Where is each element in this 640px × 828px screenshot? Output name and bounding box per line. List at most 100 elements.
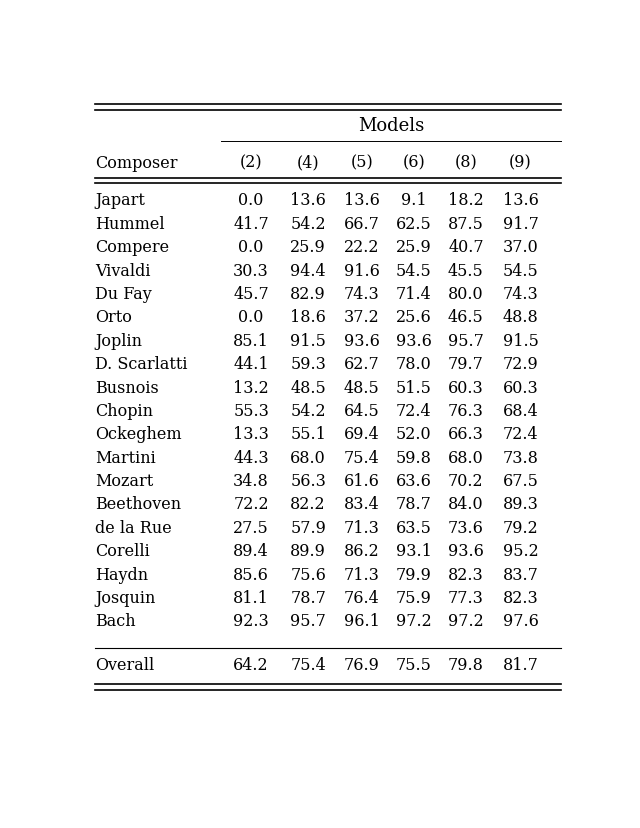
Text: D. Scarlatti: D. Scarlatti [95,356,188,373]
Text: 54.2: 54.2 [291,215,326,233]
Text: 76.4: 76.4 [344,590,380,606]
Text: (4): (4) [297,155,319,171]
Text: 89.3: 89.3 [502,496,538,513]
Text: 0.0: 0.0 [239,309,264,326]
Text: 30.3: 30.3 [233,262,269,279]
Text: Busnois: Busnois [95,379,159,396]
Text: 56.3: 56.3 [290,473,326,489]
Text: 67.5: 67.5 [502,473,538,489]
Text: 91.5: 91.5 [502,332,538,349]
Text: Joplin: Joplin [95,332,142,349]
Text: 48.5: 48.5 [344,379,380,396]
Text: 68.0: 68.0 [448,449,484,466]
Text: 87.5: 87.5 [448,215,484,233]
Text: 93.1: 93.1 [396,542,432,560]
Text: 93.6: 93.6 [448,542,484,560]
Text: Compere: Compere [95,239,169,256]
Text: 81.1: 81.1 [233,590,269,606]
Text: Models: Models [358,117,424,135]
Text: 72.4: 72.4 [502,426,538,443]
Text: Composer: Composer [95,155,177,171]
Text: 64.2: 64.2 [234,657,269,673]
Text: 52.0: 52.0 [396,426,431,443]
Text: 60.3: 60.3 [502,379,538,396]
Text: 83.7: 83.7 [502,566,538,583]
Text: 79.2: 79.2 [502,519,538,537]
Text: 89.9: 89.9 [290,542,326,560]
Text: 54.5: 54.5 [396,262,432,279]
Text: 0.0: 0.0 [239,192,264,209]
Text: 86.2: 86.2 [344,542,380,560]
Text: 71.3: 71.3 [344,519,380,537]
Text: 75.5: 75.5 [396,657,432,673]
Text: Japart: Japart [95,192,145,209]
Text: 72.2: 72.2 [234,496,269,513]
Text: 27.5: 27.5 [233,519,269,537]
Text: 75.4: 75.4 [344,449,380,466]
Text: 13.6: 13.6 [290,192,326,209]
Text: 73.6: 73.6 [448,519,484,537]
Text: 63.6: 63.6 [396,473,432,489]
Text: 71.3: 71.3 [344,566,380,583]
Text: 13.2: 13.2 [233,379,269,396]
Text: 46.5: 46.5 [448,309,484,326]
Text: 89.4: 89.4 [233,542,269,560]
Text: 84.0: 84.0 [448,496,484,513]
Text: 37.0: 37.0 [502,239,538,256]
Text: 82.9: 82.9 [291,286,326,303]
Text: 91.6: 91.6 [344,262,380,279]
Text: 48.8: 48.8 [502,309,538,326]
Text: 82.3: 82.3 [448,566,484,583]
Text: 81.7: 81.7 [502,657,538,673]
Text: 18.6: 18.6 [290,309,326,326]
Text: 97.6: 97.6 [502,613,538,629]
Text: 25.9: 25.9 [396,239,432,256]
Text: de la Rue: de la Rue [95,519,172,537]
Text: 44.3: 44.3 [234,449,269,466]
Text: 59.8: 59.8 [396,449,432,466]
Text: 34.8: 34.8 [233,473,269,489]
Text: 70.2: 70.2 [448,473,484,489]
Text: 63.5: 63.5 [396,519,432,537]
Text: 62.7: 62.7 [344,356,380,373]
Text: 13.6: 13.6 [502,192,538,209]
Text: 25.6: 25.6 [396,309,432,326]
Text: 82.2: 82.2 [291,496,326,513]
Text: 9.1: 9.1 [401,192,427,209]
Text: 95.2: 95.2 [502,542,538,560]
Text: 40.7: 40.7 [448,239,484,256]
Text: 83.4: 83.4 [344,496,380,513]
Text: 37.2: 37.2 [344,309,380,326]
Text: 59.3: 59.3 [290,356,326,373]
Text: 93.6: 93.6 [396,332,432,349]
Text: 78.7: 78.7 [396,496,432,513]
Text: 76.3: 76.3 [448,402,484,420]
Text: 57.9: 57.9 [290,519,326,537]
Text: 13.6: 13.6 [344,192,380,209]
Text: 25.9: 25.9 [291,239,326,256]
Text: 91.5: 91.5 [290,332,326,349]
Text: Mozart: Mozart [95,473,153,489]
Text: 97.2: 97.2 [448,613,484,629]
Text: 62.5: 62.5 [396,215,432,233]
Text: Vivaldi: Vivaldi [95,262,150,279]
Text: Beethoven: Beethoven [95,496,181,513]
Text: 18.2: 18.2 [448,192,484,209]
Text: 41.7: 41.7 [233,215,269,233]
Text: Overall: Overall [95,657,154,673]
Text: (5): (5) [350,155,373,171]
Text: 96.1: 96.1 [344,613,380,629]
Text: 72.4: 72.4 [396,402,431,420]
Text: 76.9: 76.9 [344,657,380,673]
Text: 79.7: 79.7 [448,356,484,373]
Text: 69.4: 69.4 [344,426,380,443]
Text: 68.4: 68.4 [502,402,538,420]
Text: 73.8: 73.8 [502,449,538,466]
Text: 80.0: 80.0 [448,286,484,303]
Text: 48.5: 48.5 [291,379,326,396]
Text: Orto: Orto [95,309,132,326]
Text: 82.3: 82.3 [502,590,538,606]
Text: 54.5: 54.5 [502,262,538,279]
Text: 95.7: 95.7 [448,332,484,349]
Text: 74.3: 74.3 [502,286,538,303]
